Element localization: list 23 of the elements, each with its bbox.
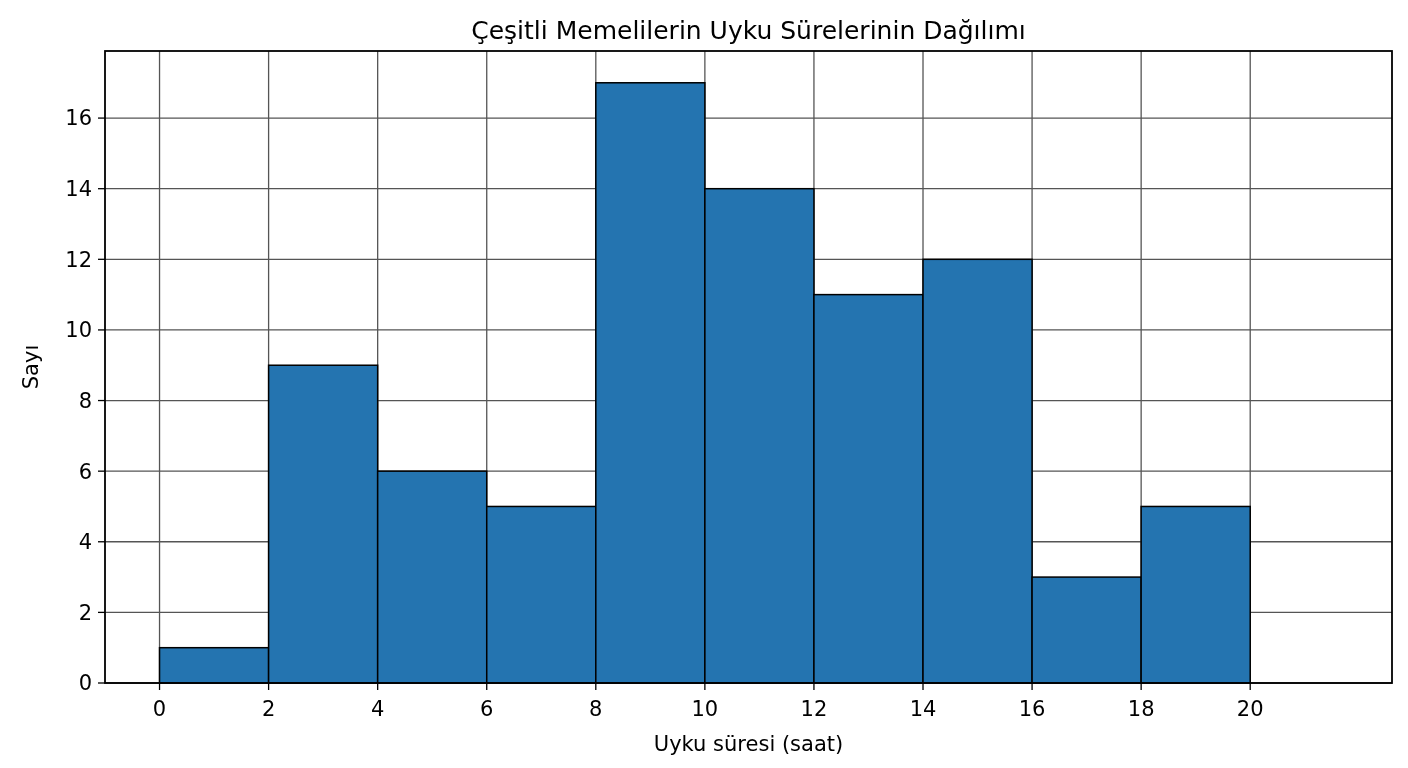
x-tick-label: 0 — [152, 697, 167, 721]
x-tick-label: 6 — [480, 697, 494, 721]
y-tick-label: 10 — [65, 318, 92, 343]
y-tick-label: 16 — [65, 106, 92, 131]
y-tick-label: 0 — [78, 671, 92, 696]
chart-title: Çeşitli Memelilerin Uyku Sürelerinin Dağılımı — [471, 16, 1026, 45]
x-tick-label: 18 — [1127, 697, 1155, 721]
y-tick-label: 6 — [78, 459, 92, 484]
y-tick-label: 12 — [65, 247, 92, 272]
x-tick-label: 10 — [691, 697, 719, 721]
x-tick-label: 16 — [1018, 697, 1046, 721]
y-tick-label: 8 — [78, 388, 92, 413]
y-tick-label: 4 — [78, 530, 92, 555]
x-tick-label: 4 — [370, 697, 385, 721]
y-tick-label: 14 — [65, 177, 92, 202]
x-tick-label: 12 — [800, 697, 828, 721]
x-axis-title: Uyku süresi (saat) — [653, 732, 844, 756]
x-tick-label: 2 — [261, 697, 276, 721]
x-tick-label: 8 — [589, 697, 603, 721]
x-tick-label: 20 — [1236, 697, 1264, 721]
y-tick-label: 2 — [78, 600, 92, 625]
y-axis-title: Sayı — [19, 344, 43, 390]
x-tick-label: 14 — [909, 697, 937, 721]
